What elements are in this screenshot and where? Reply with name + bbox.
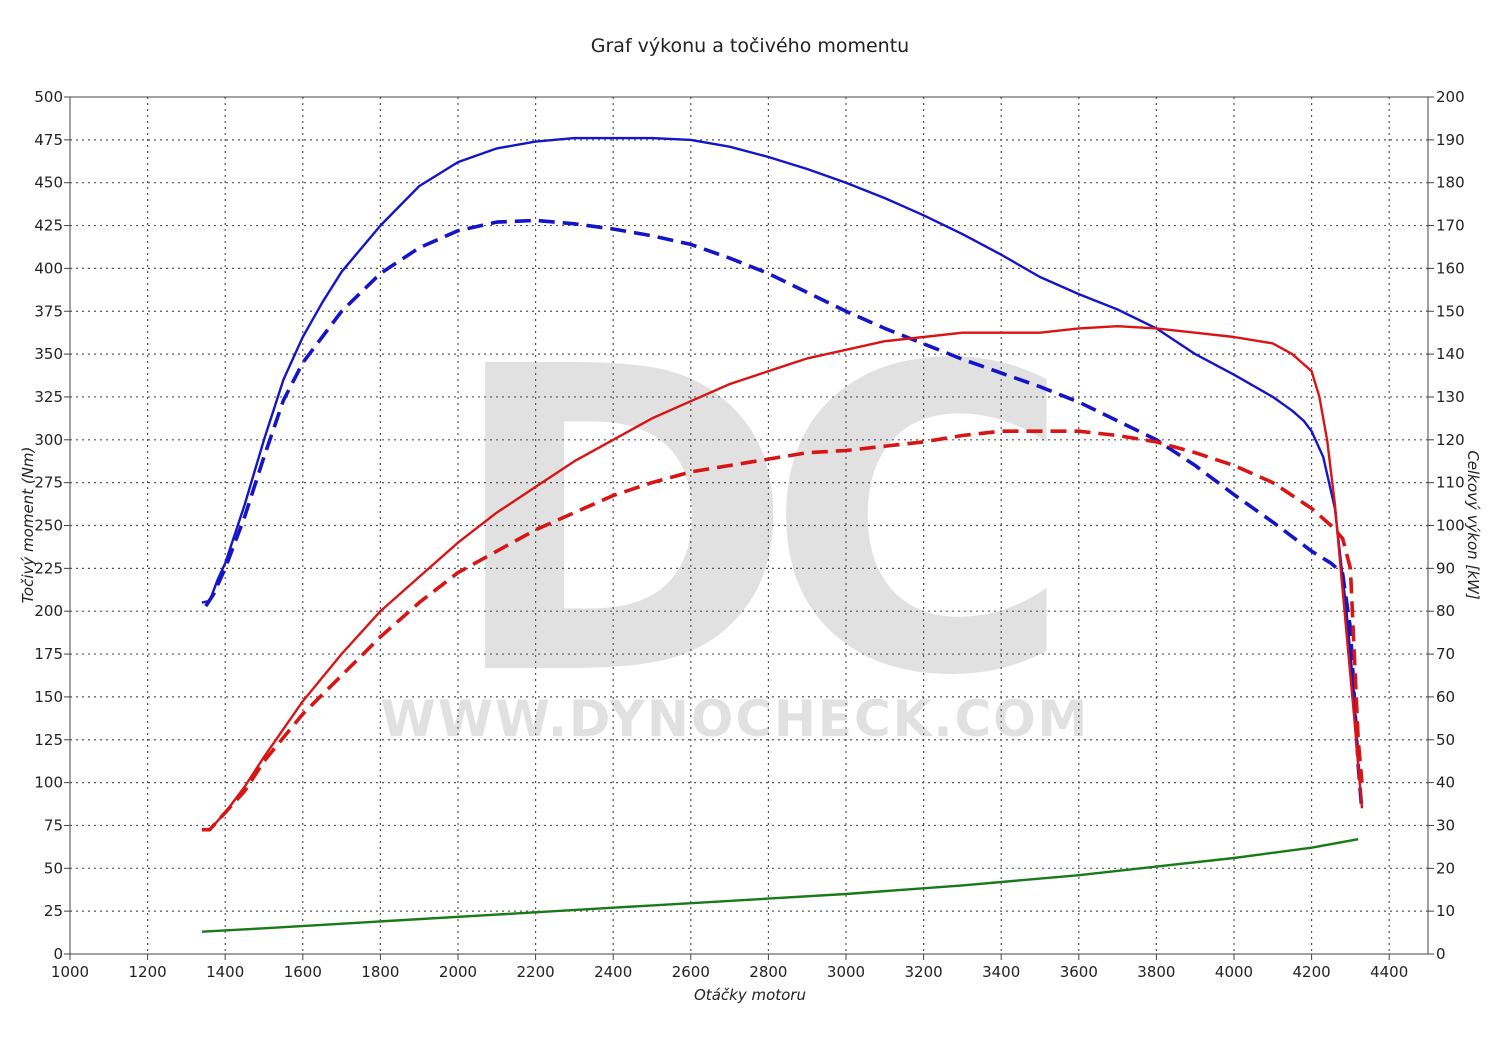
y-right-tick-label: 180 [1436, 174, 1465, 192]
watermark-letters: DC [447, 279, 1048, 768]
y-left-tick-label: 125 [34, 731, 63, 749]
y-right-tick-label: 110 [1436, 474, 1465, 492]
y-right-tick-label: 80 [1436, 602, 1455, 620]
y-left-tick-label: 350 [34, 345, 63, 363]
y-left-tick-label: 200 [34, 602, 63, 620]
torque-tuned-line [201, 136, 1360, 763]
x-tick-label: 3800 [1137, 963, 1175, 981]
y-right-tick-label: 200 [1436, 88, 1465, 106]
y-right-tick-label: 70 [1436, 645, 1455, 663]
loss-line [201, 838, 1359, 933]
y-left-tick-label: 500 [34, 88, 63, 106]
x-tick-label: 3600 [1060, 963, 1098, 981]
y-left-tick-label: 300 [34, 431, 63, 449]
series-lines [201, 136, 1364, 933]
x-tick-label: 3200 [905, 963, 943, 981]
y-right-tick-label: 130 [1436, 388, 1465, 406]
x-tick-label: 2400 [594, 963, 632, 981]
y-right-tick-label: 0 [1436, 945, 1446, 963]
y-right-tick-label: 190 [1436, 131, 1465, 149]
y-left-axis-title: Točivý moment (Nm) [19, 447, 37, 604]
x-tick-label: 4400 [1370, 963, 1408, 981]
y-right-tick-label: 20 [1436, 859, 1455, 877]
y-right-tick-label: 60 [1436, 688, 1455, 706]
x-tick-label: 1000 [51, 963, 89, 981]
y-left-tick-label: 275 [34, 474, 63, 492]
y-left-tick-label: 475 [34, 131, 63, 149]
x-axis-title: Otáčky motoru [694, 986, 806, 1004]
y-right-tick-label: 150 [1436, 302, 1465, 320]
x-tick-label: 1200 [129, 963, 167, 981]
y-left-tick-label: 425 [34, 217, 63, 235]
y-left-tick-label: 325 [34, 388, 63, 406]
x-tick-label: 2600 [672, 963, 710, 981]
y-left-tick-label: 225 [34, 559, 63, 577]
y-left-tick-label: 150 [34, 688, 63, 706]
y-right-tick-label: 10 [1436, 902, 1455, 920]
y-right-tick-label: 160 [1436, 259, 1465, 277]
y-left-tick-label: 375 [34, 302, 63, 320]
y-right-tick-label: 100 [1436, 517, 1465, 535]
y-left-tick-label: 0 [53, 945, 63, 963]
x-tick-label: 1600 [284, 963, 322, 981]
y-right-tick-label: 50 [1436, 731, 1455, 749]
grid [70, 97, 1428, 954]
y-left-tick-label: 250 [34, 517, 63, 535]
y-left-tick-label: 100 [34, 774, 63, 792]
x-tick-label: 1800 [361, 963, 399, 981]
x-tick-label: 4000 [1215, 963, 1253, 981]
y-left-tick-label: 75 [44, 816, 63, 834]
x-tick-label: 3000 [827, 963, 865, 981]
x-tick-label: 4200 [1293, 963, 1331, 981]
y-right-tick-label: 170 [1436, 217, 1465, 235]
chart-title: Graf výkonu a točivého momentu [591, 35, 909, 57]
y-left-tick-label: 400 [34, 259, 63, 277]
y-right-tick-label: 30 [1436, 816, 1455, 834]
x-tick-label: 2800 [749, 963, 787, 981]
x-tick-label: 2000 [439, 963, 477, 981]
y-right-tick-label: 120 [1436, 431, 1465, 449]
watermark-url: WWW.DYNOCHECK.COM [381, 690, 1090, 748]
x-tick-label: 3400 [982, 963, 1020, 981]
power-tuned-line [201, 325, 1364, 831]
y-left-tick-label: 50 [44, 859, 63, 877]
power-stock-line [201, 429, 1364, 832]
y-left-tick-label: 25 [44, 902, 63, 920]
y-left-tick-label: 175 [34, 645, 63, 663]
x-tick-label: 1400 [206, 963, 244, 981]
tick-labels: 1000 1200 1400 1600 1800 2000 2200 2400 2600 2800… [34, 88, 1464, 981]
y-right-axis-title: Celkový výkon [kW] [1464, 450, 1482, 600]
y-right-tick-label: 40 [1436, 774, 1455, 792]
y-left-tick-label: 450 [34, 174, 63, 192]
y-right-tick-label: 140 [1436, 345, 1465, 363]
y-right-tick-label: 90 [1436, 559, 1455, 577]
x-tick-label: 2200 [517, 963, 555, 981]
